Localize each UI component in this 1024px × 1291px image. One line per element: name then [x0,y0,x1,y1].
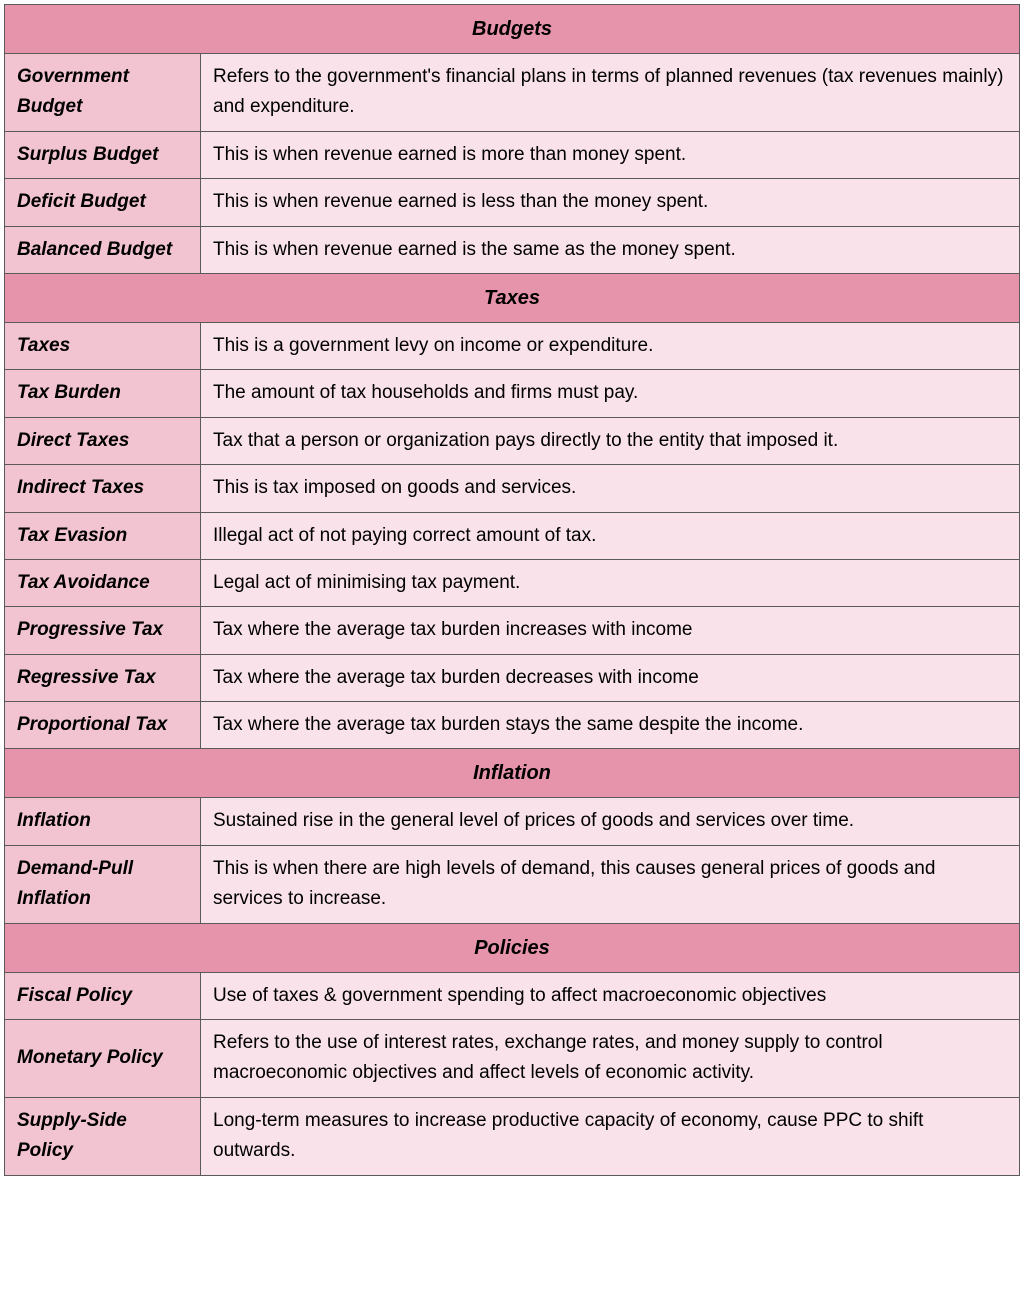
term-cell: Government Budget [5,54,201,132]
table-row: Fiscal PolicyUse of taxes & government s… [5,972,1020,1019]
table-row: Supply-Side PolicyLong-term measures to … [5,1097,1020,1175]
term-cell: Demand-Pull Inflation [5,845,201,923]
term-cell: Tax Burden [5,370,201,417]
definition-cell: Use of taxes & government spending to af… [201,972,1020,1019]
term-cell: Tax Evasion [5,512,201,559]
term-cell: Deficit Budget [5,179,201,226]
table-row: Tax BurdenThe amount of tax households a… [5,370,1020,417]
table-row: InflationSustained rise in the general l… [5,798,1020,845]
definition-cell: Sustained rise in the general level of p… [201,798,1020,845]
table-row: Deficit BudgetThis is when revenue earne… [5,179,1020,226]
table-row: Direct TaxesTax that a person or organiz… [5,417,1020,464]
definition-cell: Tax where the average tax burden stays t… [201,702,1020,749]
section-header: Inflation [5,749,1020,798]
term-cell: Regressive Tax [5,654,201,701]
table-row: Demand-Pull InflationThis is when there … [5,845,1020,923]
term-cell: Indirect Taxes [5,465,201,512]
definition-cell: This is when revenue earned is the same … [201,226,1020,273]
definition-cell: This is when there are high levels of de… [201,845,1020,923]
section-header: Taxes [5,273,1020,322]
table-body: BudgetsGovernment BudgetRefers to the go… [5,5,1020,1176]
term-cell: Fiscal Policy [5,972,201,1019]
table-row: Tax EvasionIllegal act of not paying cor… [5,512,1020,559]
term-cell: Proportional Tax [5,702,201,749]
definitions-table: BudgetsGovernment BudgetRefers to the go… [4,4,1020,1176]
definition-cell: This is a government levy on income or e… [201,322,1020,369]
definition-cell: Refers to the government's financial pla… [201,54,1020,132]
term-cell: Supply-Side Policy [5,1097,201,1175]
definition-cell: This is tax imposed on goods and service… [201,465,1020,512]
definition-cell: The amount of tax households and firms m… [201,370,1020,417]
table-row: Progressive TaxTax where the average tax… [5,607,1020,654]
term-cell: Tax Avoidance [5,559,201,606]
definition-cell: Tax where the average tax burden increas… [201,607,1020,654]
table-row: Monetary PolicyRefers to the use of inte… [5,1020,1020,1098]
table-row: Surplus BudgetThis is when revenue earne… [5,131,1020,178]
term-cell: Direct Taxes [5,417,201,464]
definition-cell: Illegal act of not paying correct amount… [201,512,1020,559]
term-cell: Taxes [5,322,201,369]
table-row: Indirect TaxesThis is tax imposed on goo… [5,465,1020,512]
term-cell: Balanced Budget [5,226,201,273]
term-cell: Monetary Policy [5,1020,201,1098]
definition-cell: Refers to the use of interest rates, exc… [201,1020,1020,1098]
term-cell: Progressive Tax [5,607,201,654]
definition-cell: Tax that a person or organization pays d… [201,417,1020,464]
table-row: Balanced BudgetThis is when revenue earn… [5,226,1020,273]
table-row: Tax AvoidanceLegal act of minimising tax… [5,559,1020,606]
definition-cell: Long-term measures to increase productiv… [201,1097,1020,1175]
definition-cell: This is when revenue earned is less than… [201,179,1020,226]
section-header: Policies [5,923,1020,972]
table-row: Proportional TaxTax where the average ta… [5,702,1020,749]
table-row: Government BudgetRefers to the governmen… [5,54,1020,132]
term-cell: Surplus Budget [5,131,201,178]
definition-cell: This is when revenue earned is more than… [201,131,1020,178]
definition-cell: Tax where the average tax burden decreas… [201,654,1020,701]
table-row: Regressive TaxTax where the average tax … [5,654,1020,701]
definition-cell: Legal act of minimising tax payment. [201,559,1020,606]
table-row: TaxesThis is a government levy on income… [5,322,1020,369]
term-cell: Inflation [5,798,201,845]
section-header: Budgets [5,5,1020,54]
